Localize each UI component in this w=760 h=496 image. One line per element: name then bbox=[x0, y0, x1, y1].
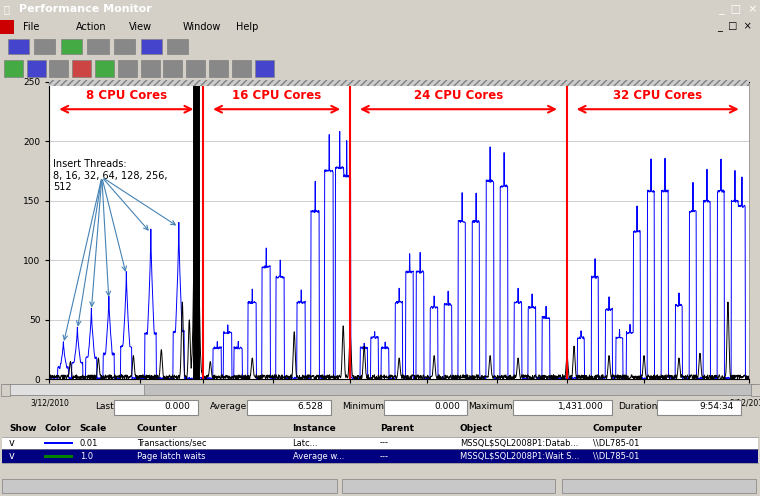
Bar bbox=[8, 39, 29, 54]
Bar bbox=[232, 60, 251, 77]
Text: Last: Last bbox=[95, 402, 114, 411]
FancyBboxPatch shape bbox=[384, 400, 467, 415]
Text: Counter: Counter bbox=[137, 424, 178, 433]
Text: ---: --- bbox=[380, 452, 389, 461]
Bar bbox=[255, 60, 274, 77]
Bar bbox=[342, 479, 555, 493]
Bar bbox=[118, 60, 137, 77]
Bar bbox=[209, 60, 228, 77]
Text: Page latch waits: Page latch waits bbox=[137, 452, 205, 461]
Bar bbox=[4, 384, 756, 395]
Text: Color: Color bbox=[44, 424, 71, 433]
Text: 16 CPU Cores: 16 CPU Cores bbox=[232, 89, 321, 102]
Text: 8 CPU Cores: 8 CPU Cores bbox=[86, 89, 167, 102]
Text: Latc...: Latc... bbox=[293, 438, 318, 447]
Bar bbox=[141, 60, 160, 77]
Text: Show: Show bbox=[9, 424, 36, 433]
Text: Object: Object bbox=[460, 424, 493, 433]
Bar bbox=[2, 449, 758, 463]
Text: \\DL785-01: \\DL785-01 bbox=[593, 438, 639, 447]
Text: Duration: Duration bbox=[618, 402, 657, 411]
Text: v: v bbox=[9, 438, 15, 448]
Bar bbox=[0, 418, 760, 435]
Text: 0.000: 0.000 bbox=[164, 402, 190, 411]
Text: 0.000: 0.000 bbox=[434, 402, 460, 411]
Text: 6.528: 6.528 bbox=[297, 402, 323, 411]
Bar bbox=[167, 39, 188, 54]
Text: Help: Help bbox=[236, 22, 258, 32]
Bar bbox=[114, 39, 135, 54]
Bar bbox=[61, 39, 82, 54]
Text: Action: Action bbox=[76, 22, 106, 32]
Text: Average w...: Average w... bbox=[293, 452, 344, 461]
Bar bbox=[141, 39, 162, 54]
Text: Instance: Instance bbox=[293, 424, 337, 433]
Text: Parent: Parent bbox=[380, 424, 414, 433]
FancyBboxPatch shape bbox=[657, 400, 741, 415]
Text: 9:54:34: 9:54:34 bbox=[699, 402, 733, 411]
Text: File: File bbox=[23, 22, 40, 32]
Text: Performance Monitor: Performance Monitor bbox=[19, 4, 152, 14]
Bar bbox=[72, 60, 91, 77]
Text: 1.0: 1.0 bbox=[80, 452, 93, 461]
Bar bbox=[751, 383, 760, 396]
Text: Computer: Computer bbox=[593, 424, 643, 433]
Text: Transactions/sec: Transactions/sec bbox=[137, 438, 206, 447]
Bar bbox=[87, 39, 109, 54]
Text: 0.01: 0.01 bbox=[80, 438, 98, 447]
Text: Average: Average bbox=[210, 402, 247, 411]
Bar bbox=[0, 20, 14, 34]
Bar bbox=[562, 479, 756, 493]
Text: _  □  ×: _ □ × bbox=[718, 4, 758, 14]
Bar bbox=[27, 60, 46, 77]
Bar bbox=[44, 441, 73, 444]
Text: ---: --- bbox=[380, 438, 389, 447]
Bar bbox=[95, 60, 114, 77]
Bar bbox=[1, 383, 10, 396]
Bar bbox=[2, 479, 337, 493]
Text: Window: Window bbox=[182, 22, 220, 32]
Text: _  □  ×: _ □ × bbox=[717, 22, 752, 32]
Bar bbox=[34, 39, 55, 54]
Text: MSSQL$SQL2008P1:Datab...: MSSQL$SQL2008P1:Datab... bbox=[460, 438, 578, 447]
FancyBboxPatch shape bbox=[114, 400, 198, 415]
FancyBboxPatch shape bbox=[513, 400, 612, 415]
Bar bbox=[49, 60, 68, 77]
Text: 1,431.000: 1,431.000 bbox=[559, 402, 604, 411]
Text: Scale: Scale bbox=[80, 424, 107, 433]
Bar bbox=[8, 384, 144, 395]
Text: Minimum: Minimum bbox=[342, 402, 384, 411]
FancyBboxPatch shape bbox=[247, 400, 331, 415]
Text: Insert Threads:
8, 16, 32, 64, 128, 256,
512: Insert Threads: 8, 16, 32, 64, 128, 256,… bbox=[53, 159, 167, 192]
Text: \\DL785-01: \\DL785-01 bbox=[593, 452, 639, 461]
Bar bbox=[163, 60, 182, 77]
Text: Maximum: Maximum bbox=[468, 402, 513, 411]
Text: 32 CPU Cores: 32 CPU Cores bbox=[613, 89, 702, 102]
Text: 24 CPU Cores: 24 CPU Cores bbox=[413, 89, 503, 102]
Bar bbox=[186, 60, 205, 77]
Bar bbox=[2, 436, 758, 449]
Text: Ⓝ: Ⓝ bbox=[4, 4, 10, 14]
Text: MSSQL$SQL2008P1:Wait S...: MSSQL$SQL2008P1:Wait S... bbox=[460, 452, 579, 461]
Text: v: v bbox=[9, 451, 15, 461]
Bar bbox=[4, 60, 23, 77]
Text: View: View bbox=[129, 22, 152, 32]
Bar bbox=[44, 455, 73, 458]
